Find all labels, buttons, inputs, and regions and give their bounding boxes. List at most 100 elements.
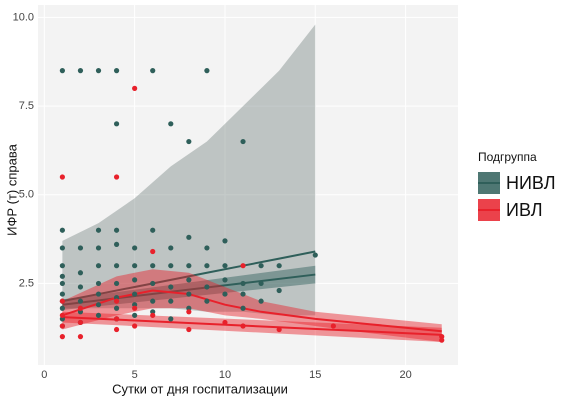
data-point <box>240 305 246 311</box>
trend-line <box>62 289 442 333</box>
data-point <box>150 227 156 233</box>
data-point <box>150 248 156 255</box>
data-point <box>59 305 65 311</box>
data-point <box>240 263 246 269</box>
data-point <box>59 334 65 340</box>
data-point <box>59 263 65 269</box>
x-tick-label: 0 <box>41 369 47 381</box>
data-point <box>132 323 138 329</box>
data-point <box>95 245 102 251</box>
data-point <box>77 270 84 276</box>
data-point <box>59 245 65 251</box>
data-point <box>439 337 445 343</box>
data-point <box>59 68 65 74</box>
data-point <box>186 138 192 145</box>
data-point <box>168 263 174 269</box>
data-point <box>150 68 156 74</box>
data-point <box>168 245 174 251</box>
data-point <box>276 287 282 294</box>
confidence-band <box>62 269 442 342</box>
data-point <box>113 121 120 127</box>
data-point <box>77 284 84 290</box>
data-point <box>258 263 264 269</box>
data-point <box>132 277 138 283</box>
data-point <box>59 273 65 279</box>
data-point <box>132 305 138 311</box>
x-axis-title: Сутки от дня госпитализации <box>112 381 288 396</box>
legend-label: ИВЛ <box>506 200 543 220</box>
data-point <box>276 263 282 269</box>
data-point <box>150 280 156 287</box>
data-point <box>168 298 174 304</box>
data-point <box>113 263 120 269</box>
data-point <box>150 263 156 269</box>
data-point <box>77 305 84 311</box>
x-tick-label: 10 <box>219 369 231 381</box>
data-point <box>168 284 174 290</box>
legend-label: НИВЛ <box>506 173 556 193</box>
y-tick-label: 5.0 <box>19 189 34 201</box>
confidence-band <box>62 24 316 316</box>
y-tick-label: 10.0 <box>13 11 34 23</box>
data-point <box>95 291 102 297</box>
data-point <box>150 312 156 318</box>
data-point <box>186 309 192 315</box>
data-point <box>132 312 138 318</box>
data-point <box>222 263 228 269</box>
data-point <box>312 252 318 258</box>
data-point <box>113 316 120 322</box>
data-point <box>95 263 102 269</box>
data-point <box>258 298 264 304</box>
data-point <box>113 68 120 74</box>
data-point <box>95 312 102 318</box>
data-point <box>222 319 228 326</box>
data-point <box>113 280 120 287</box>
data-point <box>132 291 138 297</box>
data-point <box>168 316 174 322</box>
data-point <box>95 68 102 74</box>
data-point <box>59 227 65 233</box>
data-point <box>113 241 120 248</box>
data-point <box>150 298 156 304</box>
data-point <box>204 298 210 304</box>
data-point <box>59 298 65 304</box>
data-point <box>240 138 246 145</box>
x-tick-label: 15 <box>309 369 321 381</box>
data-point <box>186 234 192 240</box>
data-point <box>113 305 120 311</box>
data-point <box>132 85 138 91</box>
data-point <box>132 245 138 251</box>
data-point <box>222 238 228 244</box>
data-point <box>222 291 228 297</box>
data-point <box>204 245 210 251</box>
data-point <box>59 291 65 297</box>
data-point <box>186 291 192 297</box>
y-tick-label: 7.5 <box>19 100 34 112</box>
data-point <box>204 263 210 269</box>
data-point <box>168 121 174 127</box>
data-point <box>113 298 120 304</box>
data-point <box>95 302 102 308</box>
data-point <box>204 68 210 74</box>
data-point <box>132 263 138 269</box>
data-point <box>59 312 65 318</box>
data-point <box>59 280 65 287</box>
trend-line <box>62 273 316 306</box>
data-point <box>240 291 246 297</box>
data-point <box>95 280 102 287</box>
trend-line <box>62 250 316 303</box>
y-axis-title: ИФР (т) справа <box>4 143 19 235</box>
x-tick-label: 20 <box>399 369 411 381</box>
data-point <box>258 280 264 287</box>
data-point <box>204 284 210 290</box>
x-tick-label: 5 <box>132 369 138 381</box>
data-point <box>222 277 228 283</box>
data-point <box>113 174 120 180</box>
panel <box>38 5 458 365</box>
data-point <box>77 68 84 74</box>
trend-line <box>62 316 442 336</box>
data-point <box>240 280 246 287</box>
legend-title: Подгруппа <box>478 150 537 164</box>
data-point <box>113 227 120 233</box>
